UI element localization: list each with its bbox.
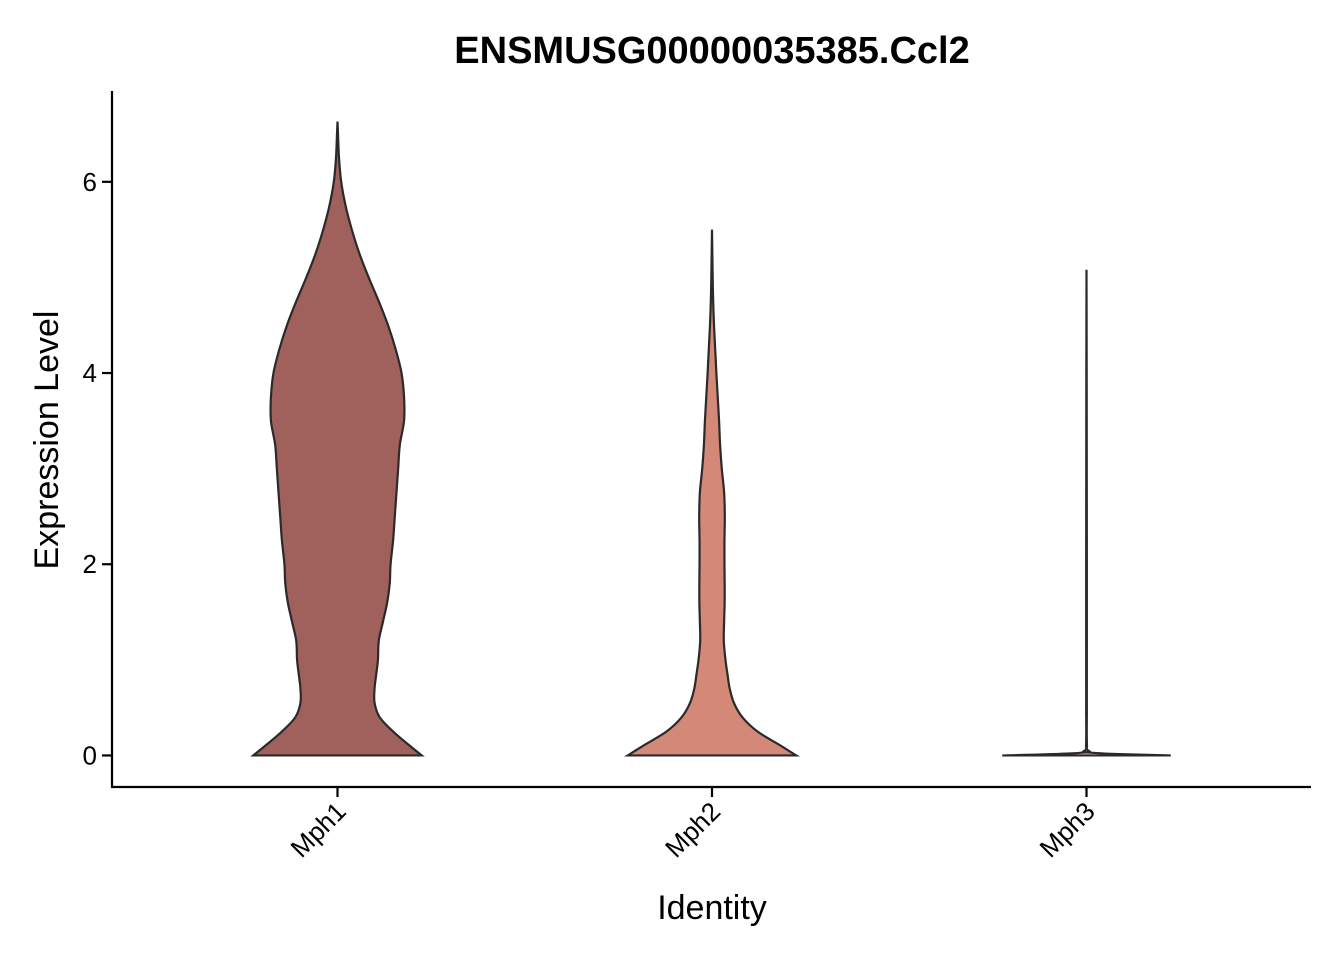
violin-mph2: [623, 229, 801, 757]
y-tick-label: 6: [83, 167, 97, 197]
x-axis-title: Identity: [657, 889, 767, 927]
y-axis-ticks: 0 2 4 6: [83, 167, 112, 770]
x-tick-label-mph1: Mph1: [285, 796, 352, 863]
y-tick-label: 0: [83, 740, 97, 770]
violin-mph3: [1002, 269, 1171, 757]
y-tick-label: 2: [83, 549, 97, 579]
violin-mph1: [250, 121, 425, 757]
x-axis-ticks: Mph1 Mph2 Mph3: [285, 787, 1101, 863]
x-tick-label-mph2: Mph2: [659, 796, 726, 863]
axis-lines: [110, 91, 1311, 789]
y-tick-label: 4: [83, 358, 97, 388]
x-tick-label-mph3: Mph3: [1034, 796, 1101, 863]
chart-title: ENSMUSG00000035385.Ccl2: [454, 30, 969, 72]
y-axis-title: Expression Level: [28, 311, 66, 570]
violin-layer: [250, 121, 1171, 757]
